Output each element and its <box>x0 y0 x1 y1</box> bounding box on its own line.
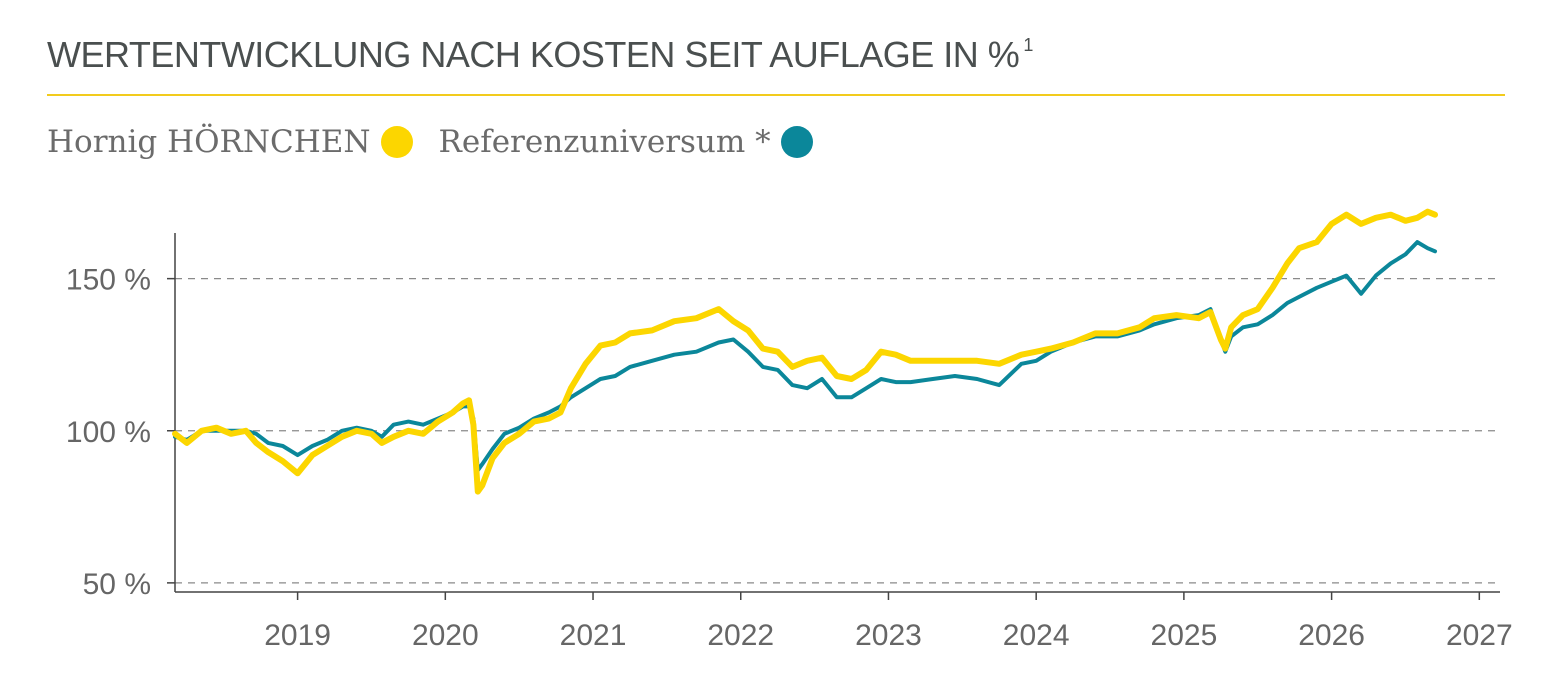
x-tick-label: 2024 <box>1003 619 1070 652</box>
x-tick-label: 2025 <box>1151 619 1218 652</box>
x-tick-label: 2022 <box>707 619 774 652</box>
chart-title-text: WERTENTWICKLUNG NACH KOSTEN SEIT AUFLAGE… <box>47 34 1020 75</box>
y-tick-label: 100 % <box>66 416 151 449</box>
legend-item-reference: Referenzuniversum * <box>439 124 813 160</box>
legend-dot-fund <box>380 126 413 158</box>
x-tick-label: 2019 <box>264 619 331 652</box>
x-tick-label: 2026 <box>1298 619 1365 652</box>
y-tick-label: 150 % <box>66 264 151 297</box>
legend-label-reference: Referenzuniversum * <box>438 124 771 160</box>
x-tick-label: 2023 <box>855 619 922 652</box>
legend-dot-reference <box>780 126 813 158</box>
legend-item-fund: Hornig HÖRNCHEN <box>47 124 413 160</box>
legend-label-fund: Hornig HÖRNCHEN <box>47 124 371 160</box>
title-divider <box>47 94 1505 96</box>
title-footnote-marker: 1 <box>1023 35 1033 55</box>
y-tick-label: 50 % <box>83 568 151 601</box>
chart-legend: Hornig HÖRNCHEN Referenzuniversum * <box>47 124 839 160</box>
series-line-fund <box>172 208 1438 495</box>
x-tick-label: 2020 <box>412 619 479 652</box>
x-tick-label: 2021 <box>560 619 627 652</box>
chart-title: WERTENTWICKLUNG NACH KOSTEN SEIT AUFLAGE… <box>47 34 1033 76</box>
x-tick-label: 2027 <box>1446 619 1513 652</box>
series-line-reference <box>173 240 1437 473</box>
